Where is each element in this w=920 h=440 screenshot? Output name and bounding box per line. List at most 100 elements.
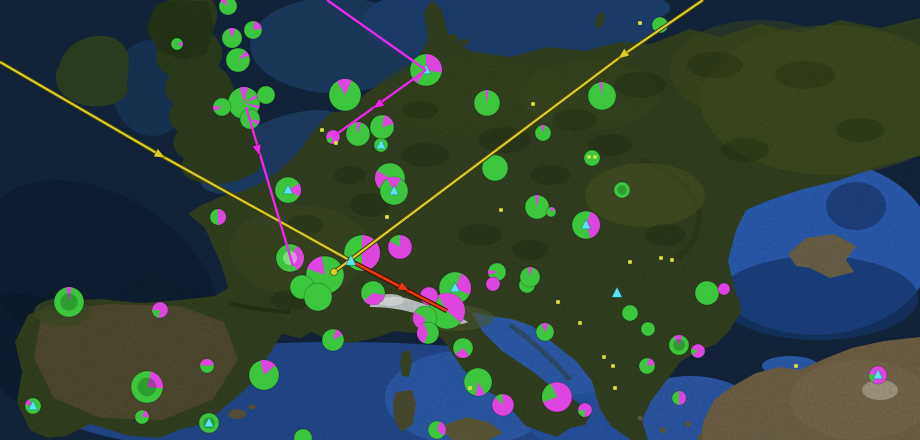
pie-slice xyxy=(541,383,557,403)
waypoint-dot xyxy=(320,128,324,132)
pie-marker[interactable] xyxy=(868,365,888,385)
pie-marker[interactable] xyxy=(170,37,184,51)
pie-slice xyxy=(253,21,262,30)
pie-inner-ring xyxy=(673,339,685,351)
pie-marker[interactable] xyxy=(545,206,557,218)
pie-marker[interactable] xyxy=(373,137,389,153)
pie-marker[interactable] xyxy=(535,322,555,342)
pie-slice xyxy=(534,194,540,207)
pie-marker[interactable] xyxy=(243,20,263,40)
pie-slice xyxy=(147,371,164,389)
pie-marker[interactable] xyxy=(694,280,720,306)
pie-marker[interactable] xyxy=(583,149,601,167)
pie-marker[interactable] xyxy=(487,262,507,282)
pie-slice xyxy=(437,421,447,436)
pie-base xyxy=(303,282,333,312)
pie-marker[interactable] xyxy=(640,321,656,337)
route-magenta-north[interactable] xyxy=(326,0,427,71)
pie-slice xyxy=(528,266,533,277)
pie-marker[interactable] xyxy=(613,181,631,199)
pie-marker[interactable] xyxy=(328,78,362,112)
pie-slice xyxy=(200,359,214,366)
pie-marker[interactable] xyxy=(134,409,150,425)
pie-marker[interactable] xyxy=(717,282,731,296)
pie-marker[interactable] xyxy=(690,343,706,359)
route-yellow-west[interactable] xyxy=(0,60,353,263)
waypoint-dot xyxy=(531,102,535,106)
pie-marker[interactable] xyxy=(473,89,501,117)
pie-marker[interactable] xyxy=(671,390,687,406)
pie-base xyxy=(613,181,631,199)
aircraft-icon[interactable] xyxy=(345,254,357,266)
pie-slice xyxy=(599,82,603,96)
pie-marker[interactable] xyxy=(409,53,443,87)
waypoint-dot xyxy=(578,321,582,325)
pie-base xyxy=(583,149,601,167)
waypoint-dot xyxy=(638,21,642,25)
pie-slice xyxy=(586,211,601,239)
aircraft-icon xyxy=(388,184,400,196)
waypoint-dot xyxy=(556,300,560,304)
pie-marker[interactable] xyxy=(293,428,313,440)
pie-marker[interactable] xyxy=(668,334,690,356)
pie-marker[interactable] xyxy=(225,47,251,73)
route-magenta-hamburg-lille[interactable] xyxy=(333,69,427,137)
pie-slice xyxy=(475,382,485,397)
pie-marker[interactable] xyxy=(519,266,541,288)
route-direction-arrow-icon xyxy=(251,143,262,157)
pie-marker[interactable] xyxy=(212,97,232,117)
pie-marker[interactable] xyxy=(303,282,333,312)
pie-marker[interactable] xyxy=(524,194,550,220)
pie-marker[interactable] xyxy=(345,121,371,147)
pie-marker[interactable] xyxy=(534,124,552,142)
route-yellow-east[interactable] xyxy=(330,0,705,276)
pie-marker[interactable] xyxy=(577,402,593,418)
pie-marker[interactable] xyxy=(571,210,601,240)
pie-marker[interactable] xyxy=(587,81,617,111)
pie-marker[interactable] xyxy=(248,359,280,391)
pie-marker[interactable] xyxy=(621,304,639,322)
status-dot xyxy=(593,155,597,159)
pie-marker[interactable] xyxy=(53,286,85,318)
route-magenta-london-south[interactable] xyxy=(244,106,295,267)
pie-slice xyxy=(238,50,250,60)
pie-marker[interactable] xyxy=(198,412,220,434)
pie-marker[interactable] xyxy=(463,367,493,397)
pie-marker[interactable] xyxy=(24,397,42,415)
pie-slice xyxy=(485,90,489,103)
route-path xyxy=(244,106,295,267)
pie-slice xyxy=(228,27,236,38)
pie-marker[interactable] xyxy=(485,276,501,292)
pie-marker[interactable] xyxy=(638,357,656,375)
pie-marker[interactable] xyxy=(274,176,302,204)
pie-marker[interactable] xyxy=(221,27,243,49)
pie-marker[interactable] xyxy=(369,114,395,140)
aircraft-icon[interactable] xyxy=(611,286,623,298)
pie-marker[interactable] xyxy=(209,208,227,226)
pie-marker[interactable] xyxy=(360,280,386,306)
pie-marker[interactable] xyxy=(491,393,515,417)
pie-marker[interactable] xyxy=(218,0,238,16)
pie-marker[interactable] xyxy=(427,420,447,440)
pie-marker[interactable] xyxy=(379,176,409,206)
pie-slice xyxy=(690,348,698,356)
route-direction-arrow-icon xyxy=(396,281,410,292)
pie-slice xyxy=(244,103,260,109)
pie-marker[interactable] xyxy=(199,358,215,374)
pie-marker[interactable] xyxy=(256,85,276,105)
pie-marker[interactable] xyxy=(452,337,474,359)
pie-marker[interactable] xyxy=(151,301,169,319)
pie-marker[interactable] xyxy=(387,234,413,260)
pie-base xyxy=(481,154,509,182)
pie-marker[interactable] xyxy=(321,328,345,352)
route-red-segment[interactable] xyxy=(349,258,449,314)
pie-slice xyxy=(679,391,686,405)
waypoint-dot xyxy=(602,355,606,359)
pie-marker[interactable] xyxy=(130,370,164,404)
pie-marker[interactable] xyxy=(541,381,573,413)
pie-marker[interactable] xyxy=(416,321,440,345)
pie-slice xyxy=(363,293,385,305)
pie-slice xyxy=(578,410,585,417)
pie-marker[interactable] xyxy=(481,154,509,182)
